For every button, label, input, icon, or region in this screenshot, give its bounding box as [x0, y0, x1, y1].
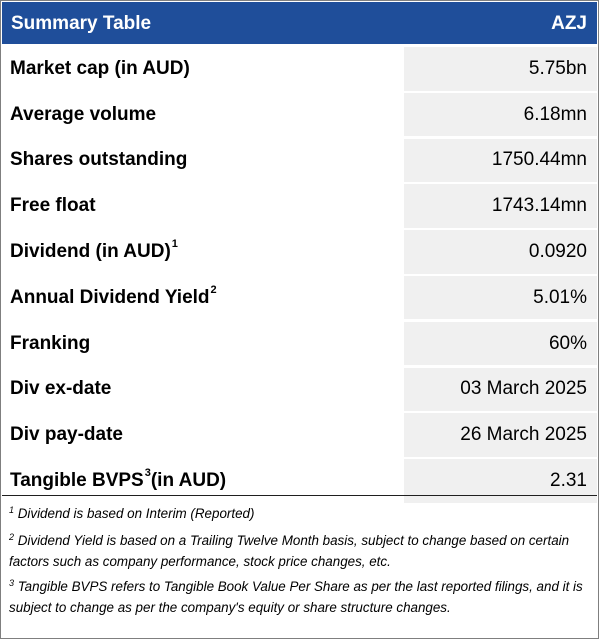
footnotes: 1 Dividend is based on Interim (Reported…	[9, 504, 594, 623]
table-row: Div ex-date 03 March 2025	[2, 367, 597, 412]
row-label: Shares outstanding	[2, 138, 401, 183]
row-label: Div pay-date	[2, 413, 401, 457]
table-row: Average volume 6.18mn	[2, 92, 597, 137]
row-value: 1750.44mn	[404, 138, 597, 183]
table-row: Free float 1743.14mn	[2, 184, 597, 228]
footnote: 1 Dividend is based on Interim (Reported…	[9, 505, 255, 521]
row-label: Dividend (in AUD) 1	[2, 230, 401, 274]
footnote: 2 Dividend Yield is based on a Trailing …	[9, 532, 570, 569]
table-row: Tangible BVPS 3 (in AUD) 2.31	[2, 459, 597, 503]
footnote: 3 Tangible BVPS refers to Tangible Book …	[9, 578, 583, 615]
table-row: Franking 60%	[2, 321, 597, 366]
table-row: Annual Dividend Yield 2 5.01%	[2, 275, 597, 320]
row-value: 03 March 2025	[404, 367, 597, 412]
row-label: Annual Dividend Yield 2	[2, 275, 401, 320]
row-label: Div ex-date	[2, 367, 401, 412]
row-value: 5.75bn	[404, 47, 597, 91]
row-value: 26 March 2025	[404, 413, 597, 457]
footnote-divider	[2, 495, 597, 496]
table-body: Market cap (in AUD) 5.75bn Average volum…	[2, 47, 597, 505]
row-value: 1743.14mn	[404, 184, 597, 228]
row-label: Market cap (in AUD)	[2, 47, 401, 91]
table-row: Dividend (in AUD) 1 0.0920	[2, 230, 597, 274]
row-label: Average volume	[2, 92, 401, 137]
row-value: 2.31	[404, 459, 597, 503]
row-value: 60%	[404, 321, 597, 366]
row-value: 0.0920	[404, 230, 597, 274]
row-value: 6.18mn	[404, 92, 597, 137]
table-title: Summary Table	[11, 13, 152, 34]
row-label: Free float	[2, 184, 401, 228]
footnote-marker: 1	[171, 237, 178, 250]
row-label: Tangible BVPS 3 (in AUD)	[2, 459, 401, 503]
table-header: Summary Table AZJ	[2, 2, 597, 44]
row-label: Franking	[2, 321, 401, 366]
ticker-symbol: AZJ	[551, 13, 587, 34]
table-row: Shares outstanding 1750.44mn	[2, 138, 597, 183]
row-value: 5.01%	[404, 275, 597, 320]
footnote-marker: 2	[210, 283, 217, 296]
table-row: Div pay-date 26 March 2025	[2, 413, 597, 457]
table-row: Market cap (in AUD) 5.75bn	[2, 47, 597, 91]
footnote-marker: 3	[144, 466, 151, 479]
